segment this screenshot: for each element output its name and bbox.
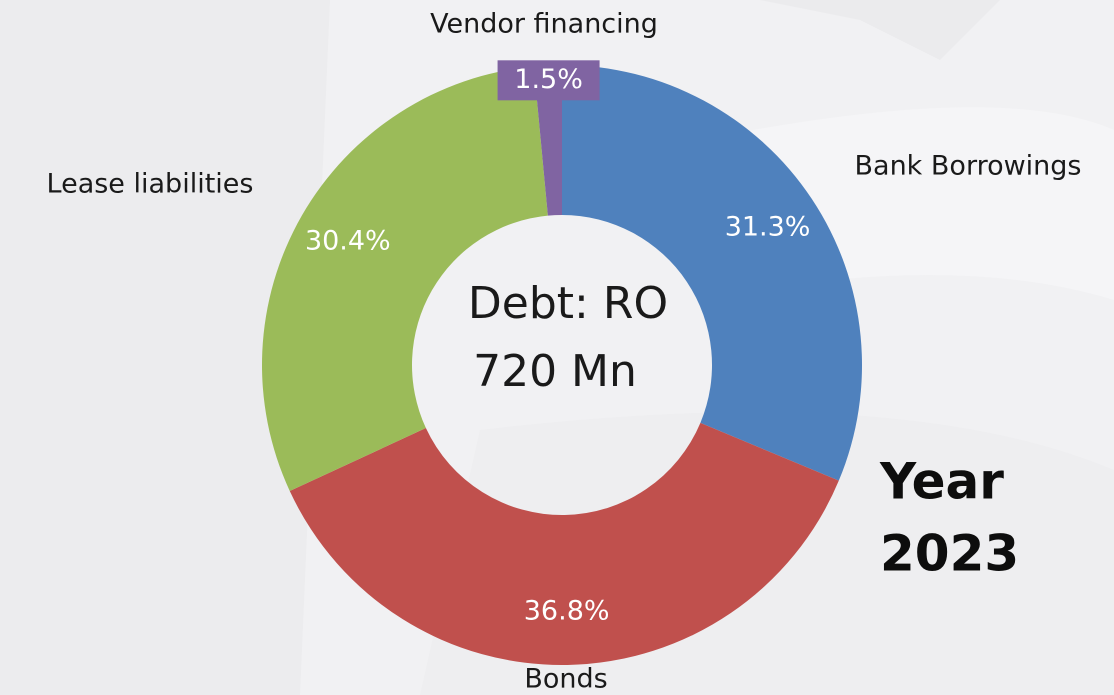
- slice: [261, 66, 548, 492]
- slices: [261, 65, 862, 666]
- category-label: Lease liabilities: [47, 169, 254, 200]
- category-label: Vendor financing: [430, 9, 658, 40]
- center-text: 720 Mn: [473, 346, 637, 397]
- value-label: 1.5%: [514, 64, 583, 95]
- slice: [289, 422, 839, 666]
- year-annotation: Year: [879, 453, 1004, 511]
- value-label: 30.4%: [305, 225, 391, 256]
- value-label: 36.8%: [524, 595, 610, 626]
- labels: 31.3% Bank Borrowings 36.8% Bonds 30.4% Lease…: [47, 9, 1082, 695]
- center-text: Debt: RO: [468, 278, 668, 329]
- year-annotation: 2023: [880, 525, 1019, 583]
- value-label-box: [497, 60, 600, 101]
- value-label: 31.3%: [725, 212, 811, 243]
- category-label: Bonds: [524, 664, 607, 695]
- slice: [562, 65, 862, 481]
- slice: [533, 65, 562, 216]
- category-label: Bank Borrowings: [855, 151, 1082, 182]
